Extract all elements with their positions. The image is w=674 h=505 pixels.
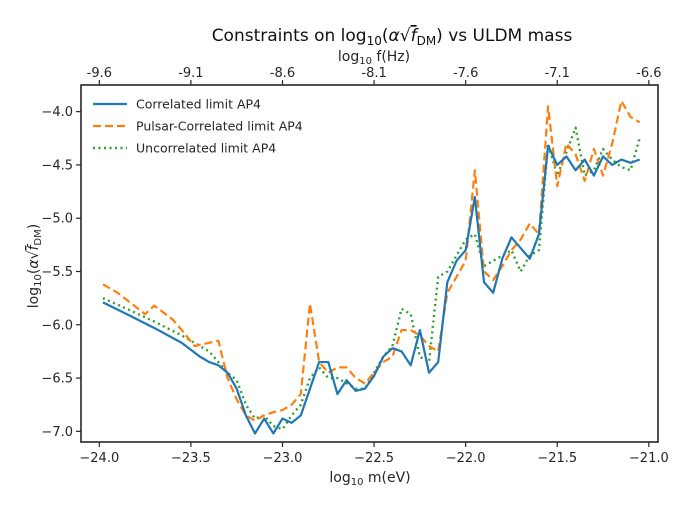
top-axis-title: log10 f(Hz)	[338, 49, 410, 67]
y-tick-label: −6.0	[41, 318, 73, 333]
y-axis-title-alpha: α	[26, 259, 42, 269]
legend: Correlated limit AP4 Pulsar-Correlated l…	[93, 97, 303, 156]
y-axis-title-f: f	[26, 244, 42, 251]
y-tick-label: −4.5	[41, 158, 73, 173]
chart-title-sub: 10	[367, 34, 382, 48]
axis-ticks: −24.0 −23.5 −23.0 −22.5 −22.0 −21.5 −21.0 -9.6 -…	[41, 66, 668, 466]
top-axis-title-suffix: f(Hz)	[372, 49, 410, 65]
top-tick-label: -8.1	[361, 66, 386, 81]
top-tick-label: -6.6	[636, 66, 661, 81]
top-tick-label: -7.6	[453, 66, 478, 81]
x-axis-title-suffix: m(eV)	[363, 470, 410, 486]
y-tick-label: −5.5	[41, 265, 73, 280]
chart-title-fsub: DM	[417, 34, 437, 48]
x-tick-label: −21.5	[537, 451, 577, 466]
series-layer	[102, 99, 641, 435]
x-tick-label: −21.0	[629, 451, 669, 466]
chart-title: Constraints on log10(α√fDM) vs ULDM mass	[212, 26, 573, 48]
legend-label-correlated: Correlated limit AP4	[136, 97, 261, 112]
chart-title-prefix: Constraints on log	[212, 26, 367, 46]
y-axis-title-sub: 10	[33, 274, 44, 287]
y-axis-title-fsub: DM	[33, 229, 44, 245]
y-axis-title: log10(α√fDM)	[26, 224, 44, 308]
y-tick-label: −4.0	[41, 105, 73, 120]
series-uncorrelated-line	[102, 126, 641, 431]
top-tick-label: -9.6	[87, 66, 112, 81]
legend-label-pulsar-correlated: Pulsar-Correlated limit AP4	[136, 119, 303, 134]
x-tick-label: −24.0	[79, 451, 119, 466]
top-tick-label: -7.1	[545, 66, 570, 81]
x-tick-label: −22.0	[446, 451, 486, 466]
x-tick-label: −22.5	[354, 451, 394, 466]
series-correlated-line	[102, 144, 641, 435]
series-pulsar-correlated-line	[102, 99, 641, 422]
chart-title-f: f	[411, 26, 420, 46]
top-tick-label: -9.1	[178, 66, 203, 81]
top-axis-title-sub: 10	[359, 56, 372, 67]
chart-title-suffix: vs ULDM mass	[443, 26, 573, 46]
top-tick-label: -8.6	[270, 66, 295, 81]
y-tick-label: −6.5	[41, 372, 73, 387]
top-axis-title-prefix: log	[338, 49, 359, 65]
x-axis-title-sub: 10	[351, 477, 364, 488]
y-tick-label: −7.0	[41, 425, 73, 440]
x-tick-label: −23.5	[171, 451, 211, 466]
legend-label-uncorrelated: Uncorrelated limit AP4	[136, 141, 276, 156]
plot-frame	[80, 84, 659, 443]
x-axis-title: log10 m(eV)	[329, 470, 410, 488]
x-axis-title-prefix: log	[329, 470, 350, 486]
chart-title-alpha: α	[389, 26, 400, 46]
x-tick-label: −23.0	[263, 451, 303, 466]
y-axis-title-prefix: log	[26, 287, 42, 308]
y-tick-label: −5.0	[41, 212, 73, 227]
